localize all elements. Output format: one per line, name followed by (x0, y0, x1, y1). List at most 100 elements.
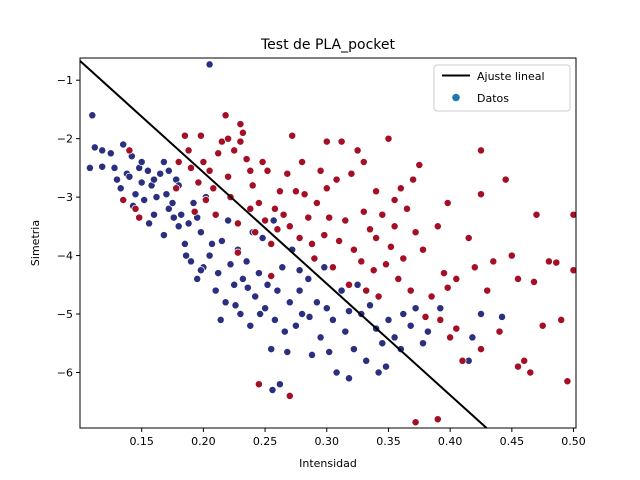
data-point-class-b-95 (477, 190, 485, 199)
data-point-class-b-30 (254, 199, 263, 207)
data-point-class-a-117 (295, 266, 304, 275)
data-point-class-b-40 (285, 222, 294, 231)
data-point-class-b-54 (328, 263, 337, 272)
data-point-class-b-39 (283, 169, 292, 178)
data-point-class-b-63 (357, 257, 366, 266)
data-point-class-a-68 (320, 263, 329, 272)
data-point-class-b-125 (452, 324, 461, 333)
data-point-class-b-119 (267, 272, 276, 280)
x-tick-label: 0.45 (500, 435, 525, 448)
legend-marker-swatch (452, 93, 460, 102)
y-tick-label: −3 (57, 191, 73, 204)
data-point-class-b-65 (362, 286, 371, 295)
data-point-class-b-28 (248, 181, 257, 190)
data-point-class-a-51 (263, 280, 272, 289)
data-point-class-a-28 (193, 274, 202, 283)
data-point-class-b-87 (436, 315, 445, 324)
data-point-class-a-97 (150, 175, 158, 184)
data-point-class-b-57 (337, 137, 346, 146)
data-point-class-b-25 (238, 128, 247, 137)
data-point-class-b-47 (308, 239, 316, 248)
data-point-class-b-110 (569, 266, 576, 275)
data-point-class-a-63 (298, 310, 307, 318)
data-point-class-b-112 (433, 415, 442, 424)
data-point-class-a-38 (224, 216, 233, 225)
data-point-class-b-51 (320, 231, 329, 240)
data-point-class-b-91 (452, 274, 461, 283)
data-point-class-a-3 (110, 163, 119, 172)
data-point-class-b-86 (433, 222, 442, 231)
data-point-class-a-85 (399, 310, 408, 318)
data-point-class-a-95 (119, 140, 128, 149)
data-point-class-a-112 (231, 301, 240, 310)
y-tick-label: −2 (57, 133, 73, 146)
data-point-class-a-22 (174, 222, 183, 231)
data-point-class-b-108 (563, 377, 572, 386)
data-points (85, 60, 576, 427)
data-point-class-b-94 (470, 263, 479, 272)
y-axis-label: Simetria (29, 220, 42, 266)
data-point-class-a-111 (217, 237, 226, 245)
data-point-class-b-37 (275, 187, 284, 196)
data-point-class-b-100 (507, 251, 516, 260)
data-point-class-a-115 (268, 386, 277, 394)
data-point-class-b-5 (174, 158, 183, 166)
data-point-class-b-13 (201, 196, 210, 204)
data-point-class-a-11 (140, 196, 149, 204)
data-point-class-b-113 (285, 391, 294, 400)
data-point-class-a-57 (278, 263, 287, 272)
data-point-class-b-84 (421, 312, 430, 321)
data-point-class-b-48 (310, 254, 319, 263)
data-point-class-b-107 (557, 315, 566, 324)
data-point-class-a-34 (211, 286, 220, 295)
data-point-class-a-15 (152, 193, 161, 202)
plot-frame (79, 57, 577, 429)
data-point-class-b-75 (394, 274, 403, 283)
data-point-class-a-76 (353, 280, 362, 289)
data-point-class-a-27 (189, 199, 198, 207)
data-point-class-b-64 (359, 207, 368, 216)
data-point-class-a-108 (169, 213, 178, 222)
data-point-class-a-47 (251, 292, 260, 301)
data-point-class-a-8 (131, 190, 140, 199)
data-point-class-b-101 (514, 274, 522, 283)
data-point-class-b-83 (419, 245, 427, 254)
data-point-class-b-8 (187, 163, 195, 172)
data-point-class-a-32 (205, 251, 214, 260)
x-tick-label: 0.35 (376, 435, 401, 448)
data-point-class-a-86 (406, 321, 415, 330)
data-point-class-b-88 (440, 269, 448, 278)
data-point-class-a-75 (349, 345, 358, 354)
data-point-class-a-64 (304, 274, 313, 283)
data-point-class-b-44 (298, 158, 307, 166)
data-point-class-a-114 (256, 310, 265, 318)
data-point-class-a-73 (341, 327, 350, 336)
data-point-class-a-25 (184, 219, 193, 228)
x-tick-label: 0.25 (253, 435, 278, 448)
data-point-class-b-79 (406, 286, 415, 295)
data-point-class-a-123 (419, 339, 427, 348)
data-point-class-a-120 (345, 374, 353, 383)
data-point-class-b-20 (224, 172, 233, 181)
data-point-class-a-82 (384, 315, 393, 324)
data-point-class-b-32 (261, 216, 270, 225)
legend: Ajuste lineal Datos (433, 64, 571, 112)
data-point-class-a-89 (436, 304, 445, 313)
data-point-class-b-15 (209, 184, 218, 193)
data-point-class-a-88 (423, 327, 432, 336)
data-point-class-b-124 (443, 283, 452, 292)
data-point-class-b-67 (369, 266, 378, 275)
data-point-class-a-48 (254, 269, 263, 278)
data-point-class-b-6 (180, 131, 189, 140)
data-point-class-b-66 (366, 225, 374, 234)
data-point-class-b-58 (341, 216, 350, 225)
y-tick-label: −5 (57, 308, 73, 321)
data-point-class-a-40 (230, 280, 239, 289)
data-point-class-b-71 (382, 260, 390, 269)
data-point-class-a-79 (366, 301, 374, 310)
data-point-class-a-18 (162, 190, 171, 199)
data-point-class-a-44 (242, 257, 251, 266)
data-point-class-b-104 (532, 210, 541, 219)
data-point-class-a-109 (182, 251, 191, 260)
data-point-class-a-98 (164, 166, 173, 175)
